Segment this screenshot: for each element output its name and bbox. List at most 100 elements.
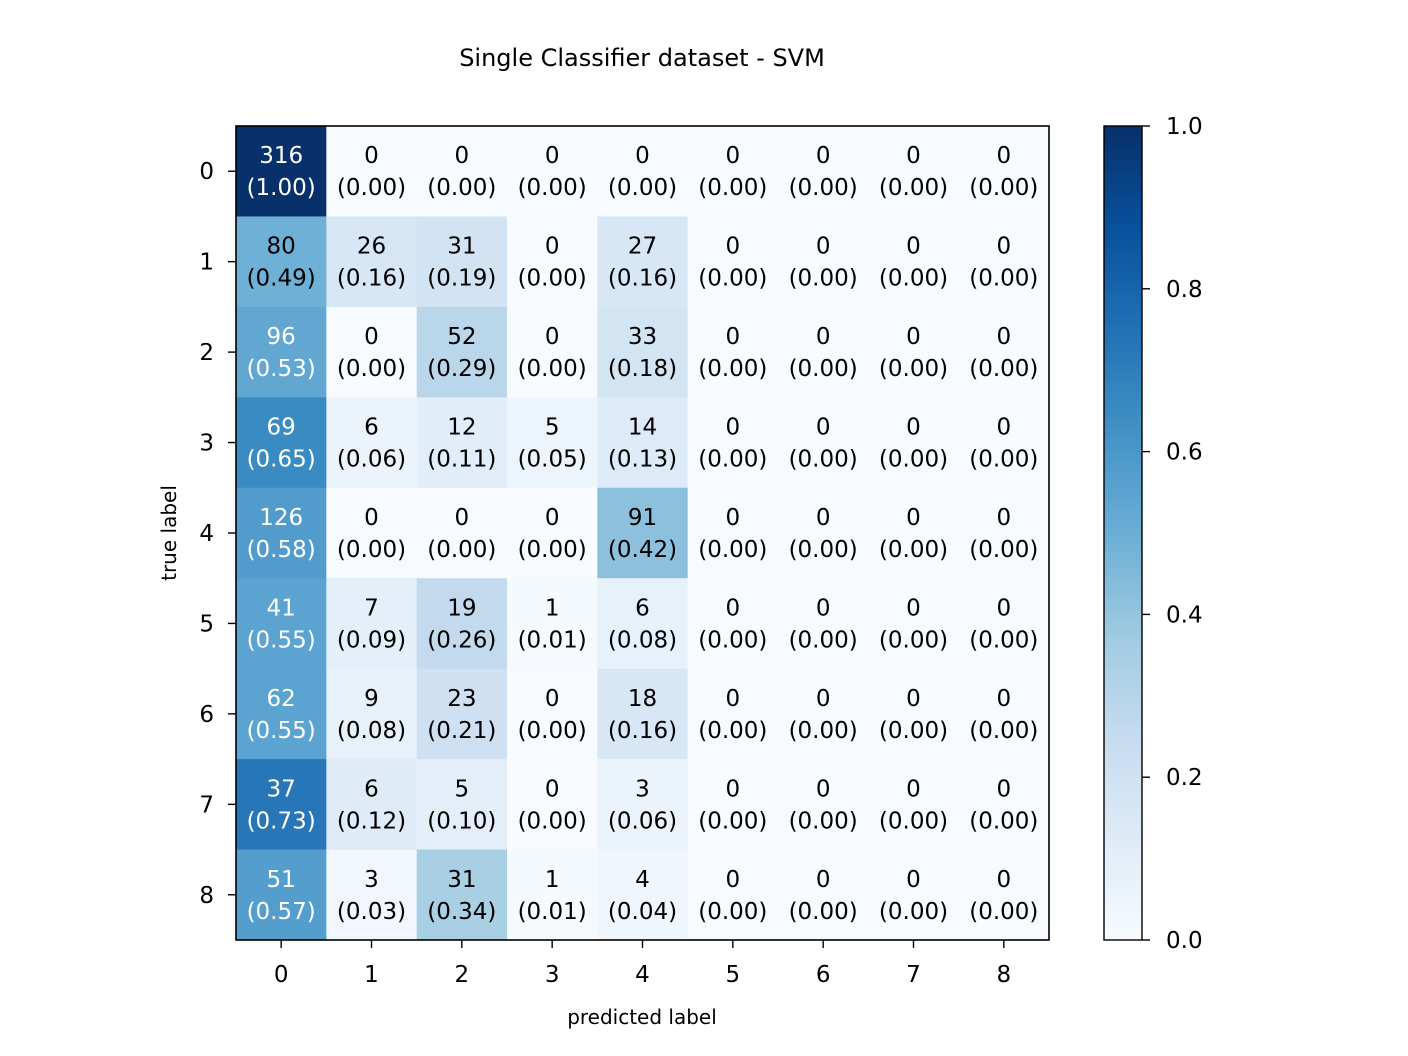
cell-normalized-label: (0.08) — [337, 718, 406, 744]
heatmap-cell — [326, 216, 418, 308]
cell-count-label: 6 — [635, 595, 650, 621]
cell-count-label: 33 — [628, 324, 657, 350]
cell-count-label: 0 — [906, 505, 921, 531]
heatmap-cell — [958, 849, 1050, 941]
cell-normalized-label: (0.00) — [789, 266, 858, 292]
cell-count-label: 0 — [545, 143, 560, 169]
cell-normalized-label: (0.00) — [698, 899, 767, 925]
cell-count-label: 0 — [816, 324, 831, 350]
heatmap-cell — [687, 849, 779, 941]
heatmap-cell — [416, 668, 508, 760]
cell-count-label: 0 — [997, 867, 1012, 893]
cell-count-label: 0 — [545, 505, 560, 531]
heatmap-cell — [236, 849, 327, 941]
cell-normalized-label: (0.00) — [427, 537, 496, 563]
cell-normalized-label: (0.00) — [879, 447, 948, 473]
cell-count-label: 0 — [635, 143, 650, 169]
cell-labels: 316(1.00)0(0.00)0(0.00)0(0.00)0(0.00)0(0… — [247, 143, 1039, 925]
cell-normalized-label: (0.00) — [337, 537, 406, 563]
cell-normalized-label: (0.00) — [698, 266, 767, 292]
cell-normalized-label: (0.00) — [789, 718, 858, 744]
heatmap-cell — [507, 126, 598, 217]
cell-normalized-label: (0.55) — [247, 627, 316, 653]
heatmap-cell — [597, 759, 689, 851]
cell-count-label: 0 — [997, 143, 1012, 169]
heatmap-cell — [687, 759, 779, 851]
cell-normalized-label: (0.29) — [427, 356, 496, 382]
cell-count-label: 0 — [545, 776, 560, 802]
heatmap-cell — [778, 306, 869, 398]
cell-count-label: 0 — [545, 234, 560, 260]
colorbar-tick-label: 0.2 — [1166, 765, 1203, 791]
cell-count-label: 0 — [816, 776, 831, 802]
heatmap-cell — [236, 578, 327, 670]
cell-count-label: 14 — [628, 415, 657, 441]
cell-count-label: 0 — [726, 505, 741, 531]
cell-normalized-label: (0.55) — [247, 718, 316, 744]
cell-normalized-label: (0.00) — [789, 899, 858, 925]
cell-normalized-label: (0.00) — [879, 266, 948, 292]
cell-count-label: 0 — [364, 505, 379, 531]
heatmap-cell — [507, 397, 598, 489]
cell-count-label: 31 — [447, 867, 476, 893]
cell-normalized-label: (0.03) — [337, 899, 406, 925]
cell-normalized-label: (0.01) — [518, 627, 587, 653]
heatmap-cell — [236, 306, 327, 398]
colorbar — [1103, 125, 1143, 941]
cell-normalized-label: (0.34) — [427, 899, 496, 925]
cell-count-label: 0 — [906, 686, 921, 712]
cell-count-label: 96 — [267, 324, 296, 350]
cell-count-label: 31 — [447, 234, 476, 260]
y-ticks: 0 1 2 3 4 5 6 7 8 — [199, 159, 236, 909]
cell-normalized-label: (0.00) — [969, 808, 1038, 834]
x-tick-label: 0 — [274, 962, 289, 988]
heatmap-cell — [326, 397, 418, 489]
heatmap-cell — [778, 849, 869, 941]
colorbar-tick-label: 0.4 — [1166, 602, 1203, 628]
cell-normalized-label: (0.21) — [427, 718, 496, 744]
cell-normalized-label: (0.00) — [698, 627, 767, 653]
cell-normalized-label: (0.00) — [879, 718, 948, 744]
cell-normalized-label: (0.00) — [518, 266, 587, 292]
cell-normalized-label: (0.00) — [969, 266, 1038, 292]
cell-count-label: 0 — [816, 143, 831, 169]
heatmap-cell — [507, 849, 598, 941]
heatmap-cell — [416, 397, 508, 489]
cell-count-label: 0 — [726, 324, 741, 350]
cell-normalized-label: (0.00) — [698, 447, 767, 473]
cell-count-label: 316 — [259, 143, 303, 169]
cell-count-label: 12 — [447, 415, 476, 441]
heatmap-cell — [326, 759, 418, 851]
cell-normalized-label: (0.00) — [969, 537, 1038, 563]
cell-count-label: 0 — [906, 415, 921, 441]
cell-count-label: 0 — [997, 234, 1012, 260]
cell-normalized-label: (0.00) — [698, 175, 767, 201]
chart-title: Single Classifier dataset - SVM — [459, 44, 825, 72]
heatmap-cell — [416, 759, 508, 851]
heatmap-cell — [958, 397, 1050, 489]
cell-normalized-label: (0.00) — [789, 356, 858, 382]
cell-count-label: 0 — [816, 595, 831, 621]
cell-count-label: 0 — [726, 686, 741, 712]
cell-count-label: 0 — [816, 415, 831, 441]
x-axis-label: predicted label — [567, 1005, 717, 1029]
y-tick-label: 0 — [199, 159, 214, 185]
heatmap-cell — [326, 487, 418, 579]
y-tick-label: 7 — [199, 792, 214, 818]
cell-count-label: 51 — [267, 867, 296, 893]
cell-count-label: 52 — [447, 324, 476, 350]
heatmap-cell — [416, 306, 508, 398]
heatmap-cell — [416, 487, 508, 579]
cell-count-label: 0 — [364, 324, 379, 350]
heatmap-cell — [868, 126, 960, 217]
heatmap-cell — [868, 487, 960, 579]
cell-normalized-label: (0.00) — [879, 537, 948, 563]
heatmap-cell — [597, 668, 689, 760]
cell-count-label: 0 — [726, 595, 741, 621]
heatmap-cell — [597, 578, 689, 670]
cell-count-label: 0 — [997, 776, 1012, 802]
y-tick-label: 2 — [199, 340, 214, 366]
cell-count-label: 5 — [455, 776, 470, 802]
heatmap-cell — [687, 668, 779, 760]
